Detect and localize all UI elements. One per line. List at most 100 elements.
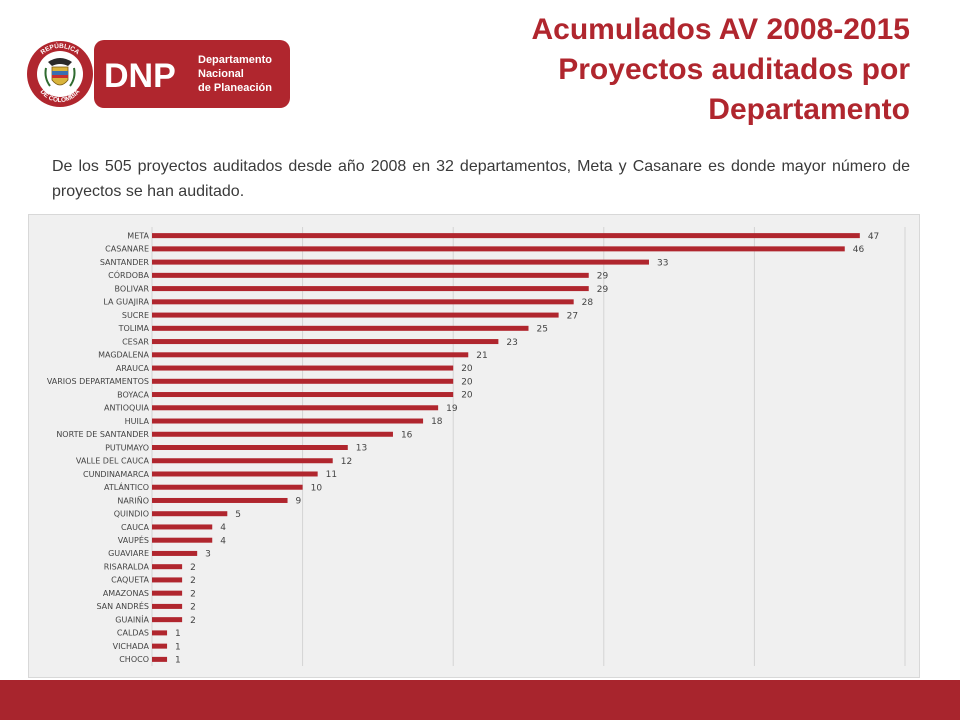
chart-panel: META 47 CASANARE 46 SANTANDER 33 CÓRDOBA 29 BOLI… [28, 214, 920, 678]
category-label: HUILA [125, 417, 150, 426]
data-label: 25 [537, 325, 548, 335]
bar [152, 445, 348, 450]
category-label: CAQUETA [111, 576, 149, 585]
category-label: CUNDINAMARCA [83, 470, 150, 479]
intro-paragraph: De los 505 proyectos auditados desde año… [52, 158, 910, 200]
category-label: BOYACA [117, 390, 149, 399]
bar [152, 259, 649, 265]
category-label: CÓRDOBA [108, 269, 149, 280]
bar [152, 299, 574, 305]
category-label: PUTUMAYO [105, 443, 149, 452]
data-label: 29 [597, 285, 609, 295]
bar [152, 325, 529, 331]
bar [152, 550, 198, 556]
category-label: VAUPÉS [118, 534, 149, 545]
category-label: NARIÑO [117, 495, 149, 505]
dnp-brand-box [94, 40, 290, 108]
category-label: MAGDALENA [98, 351, 149, 360]
data-label: 18 [431, 417, 443, 427]
data-label: 2 [190, 603, 196, 613]
data-label: 33 [657, 258, 668, 268]
data-label: 47 [868, 232, 879, 242]
category-label: AMAZONAS [103, 589, 149, 598]
bar [152, 312, 559, 318]
bar [152, 484, 303, 490]
brand-line-2: Nacional [198, 68, 244, 80]
bar [152, 405, 439, 411]
category-label: SUCRE [122, 311, 149, 320]
data-label: 2 [190, 589, 196, 599]
bar [152, 246, 845, 252]
category-label: CALDAS [117, 629, 149, 638]
bar [152, 643, 168, 649]
data-label: 28 [582, 298, 594, 308]
category-label: META [127, 231, 149, 240]
data-label: 4 [220, 536, 226, 546]
data-label: 21 [476, 351, 487, 361]
title-line-2: Proyectos auditados por [558, 53, 910, 86]
category-label: ANTIOQUIA [104, 404, 150, 413]
category-label: VALLE DEL CAUCA [76, 457, 150, 466]
bar [152, 630, 168, 636]
category-label: CASANARE [105, 245, 149, 254]
data-label: 13 [356, 444, 367, 454]
category-label: TOLIMA [118, 324, 150, 333]
data-label: 5 [235, 510, 241, 520]
bar [152, 617, 183, 623]
data-label: 1 [175, 629, 181, 639]
category-label: GUAVIARE [108, 549, 149, 558]
category-label: ATLÁNTICO [104, 481, 149, 492]
category-label: GUAINÍA [115, 613, 149, 624]
coat-of-arms-icon [44, 58, 76, 87]
data-label: 20 [461, 364, 473, 374]
data-label: 1 [175, 656, 181, 666]
bar [152, 378, 454, 384]
data-label: 2 [190, 563, 196, 573]
category-label: LA GUAJIRA [103, 298, 149, 307]
bar [152, 537, 213, 543]
data-label: 20 [461, 377, 473, 387]
bar [152, 603, 183, 609]
category-label: BOLIVAR [115, 284, 150, 293]
category-label: RISARALDA [104, 562, 150, 571]
bar [152, 286, 589, 292]
data-label: 19 [446, 404, 458, 414]
category-label: NORTE DE SANTANDER [56, 430, 149, 439]
data-label: 27 [567, 311, 578, 321]
bar [152, 577, 183, 583]
bar [152, 392, 454, 398]
bar [152, 365, 454, 371]
dnp-logo: REPÚBLICA DE COLOMBIA DNP Departamento N… [27, 40, 290, 108]
brand-line-1: Departamento [198, 54, 272, 66]
category-label: SAN ANDRÉS [96, 600, 149, 611]
data-label: 9 [296, 497, 302, 507]
bar [152, 352, 469, 358]
data-label: 11 [326, 470, 337, 480]
data-label: 20 [461, 391, 473, 401]
bar [152, 272, 589, 278]
bar [152, 497, 288, 503]
data-label: 2 [190, 576, 196, 586]
category-label: VARIOS DEPARTAMENTOS [47, 377, 149, 386]
bar [152, 418, 424, 424]
bar [152, 524, 213, 530]
page-title: Acumulados AV 2008-2015 Proyectos audita… [350, 10, 910, 130]
category-label: CAUCA [121, 523, 150, 532]
bar [152, 511, 228, 517]
bar [152, 458, 333, 464]
title-line-3: Departamento [708, 93, 910, 126]
category-label: CESAR [122, 337, 149, 346]
category-label: VICHADA [113, 642, 150, 651]
data-label: 10 [311, 483, 323, 493]
data-label: 16 [401, 430, 413, 440]
dnp-brand-text: DNP [104, 57, 176, 95]
data-label: 23 [506, 338, 517, 348]
bar [152, 564, 183, 570]
category-label: CHOCO [119, 655, 149, 664]
data-label: 46 [853, 245, 865, 255]
category-label: QUINDIO [114, 510, 149, 519]
data-label: 29 [597, 272, 609, 282]
data-label: 4 [220, 523, 226, 533]
data-label: 3 [205, 550, 211, 560]
